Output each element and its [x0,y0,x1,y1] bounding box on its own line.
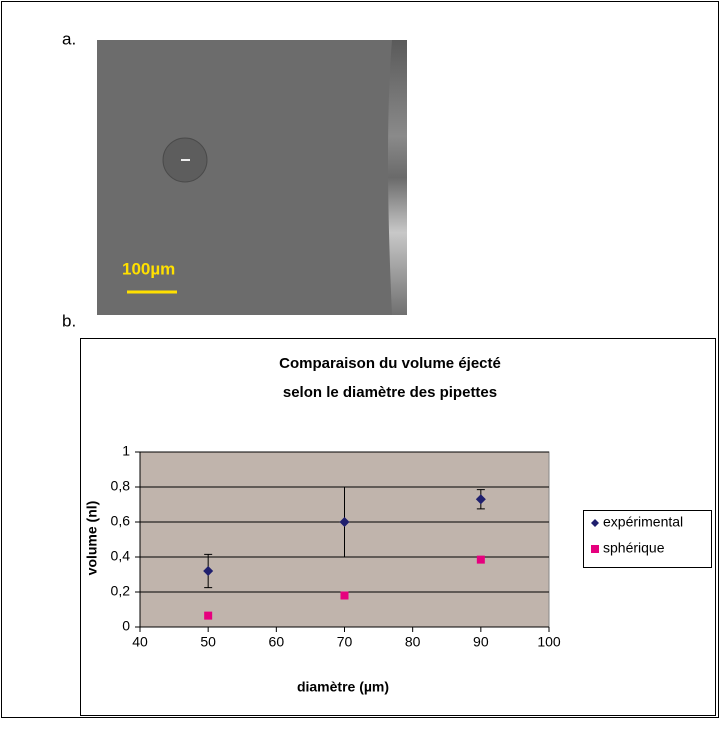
legend-box [583,510,712,568]
chart-title: Comparaison du volume éjecté [279,355,501,372]
chart-title: selon le diamètre des pipettes [283,384,497,401]
y-tick-label: 0 [122,618,130,634]
panel-label: b. [62,311,76,330]
x-tick-label: 100 [537,634,561,650]
legend-marker [591,519,599,527]
marker [475,494,486,505]
y-tick-label: 0,4 [111,548,131,564]
marker [339,517,350,527]
marker [340,591,349,600]
y-tick-label: 0,2 [111,583,131,599]
panel-label: a. [62,29,76,48]
y-tick-label: 1 [122,443,130,459]
legend-label: sphérique [603,540,665,556]
x-tick-label: 90 [473,634,489,650]
photo [97,40,407,315]
marker [203,566,214,576]
x-tick-label: 70 [337,634,353,650]
x-tick-label: 50 [200,634,216,650]
x-tick-label: 80 [405,634,421,650]
y-tick-label: 0,8 [111,478,131,494]
y-axis-label: volume (nl) [84,501,100,576]
pipette [388,40,407,315]
marker [476,555,485,564]
legend-marker [591,545,599,553]
legend-label: expérimental [603,514,683,530]
scale-label: 100µm [122,259,175,278]
x-tick-label: 60 [269,634,285,650]
marker [204,611,213,620]
x-tick-label: 40 [132,634,148,650]
x-axis-label: diamètre (µm) [297,679,389,695]
y-tick-label: 0,6 [111,513,131,529]
